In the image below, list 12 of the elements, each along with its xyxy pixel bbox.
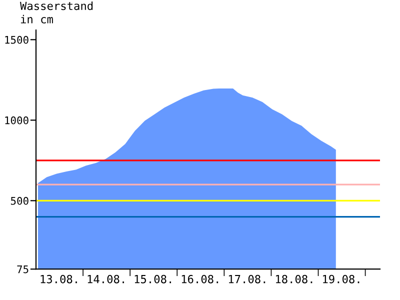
x-tick-label: 17.08. [228,274,266,284]
y-tick-label: 75 [17,265,28,274]
y-axis-title: Wasserstand in cm [20,1,93,24]
y-tick-label: 1000 [5,116,28,124]
x-tick-label: 14.08. [88,274,124,284]
x-tick-label: 18.08. [276,274,312,284]
x-tick-label: 15.08. [134,274,172,284]
x-tick-label: 16.08. [182,274,218,284]
y-tick-label: 500 [10,196,28,205]
x-tick-label: 13.08. [40,274,77,284]
x-tick-label: 19.08. [323,274,360,284]
y-tick-label: 1500 [5,36,28,44]
